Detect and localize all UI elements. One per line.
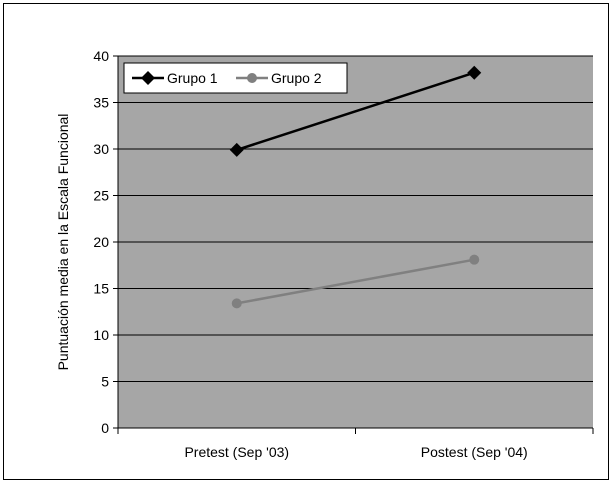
legend-label: Grupo 2: [271, 70, 322, 86]
y-tick-label: 35: [93, 95, 109, 111]
y-tick-label: 0: [101, 420, 109, 436]
axes: [113, 55, 594, 434]
series-1: [229, 65, 482, 157]
legend: Grupo 1 Grupo 2: [123, 62, 348, 94]
legend-marker: [247, 73, 257, 83]
data-point: [229, 142, 244, 157]
data-point: [469, 254, 480, 265]
x-tick-label: Postest (Sep '04): [421, 444, 528, 460]
series-line: [236, 258, 475, 305]
y-axis-title: Puntuación media en la Escala Funcional: [55, 114, 71, 371]
y-tick-label: 10: [93, 327, 109, 343]
y-tick-labels: 0 5 10 15 20 25 30 35 40: [93, 48, 109, 436]
data-point: [467, 65, 482, 80]
series-2: [231, 254, 480, 309]
data-point: [231, 298, 242, 309]
legend-marker: [141, 71, 155, 85]
y-tick-label: 40: [93, 48, 109, 64]
gridlines: [118, 55, 593, 382]
series-line: [236, 71, 475, 152]
y-tick-label: 30: [93, 141, 109, 157]
x-tick-labels: Pretest (Sep '03) Postest (Sep '04): [184, 444, 527, 460]
y-tick-label: 5: [101, 374, 109, 390]
y-tick-label: 25: [93, 188, 109, 204]
legend-label: Grupo 1: [167, 70, 218, 86]
y-tick-label: 20: [93, 234, 109, 250]
y-tick-label: 15: [93, 281, 109, 297]
series-layer: [229, 65, 482, 309]
x-tick-label: Pretest (Sep '03): [184, 444, 289, 460]
